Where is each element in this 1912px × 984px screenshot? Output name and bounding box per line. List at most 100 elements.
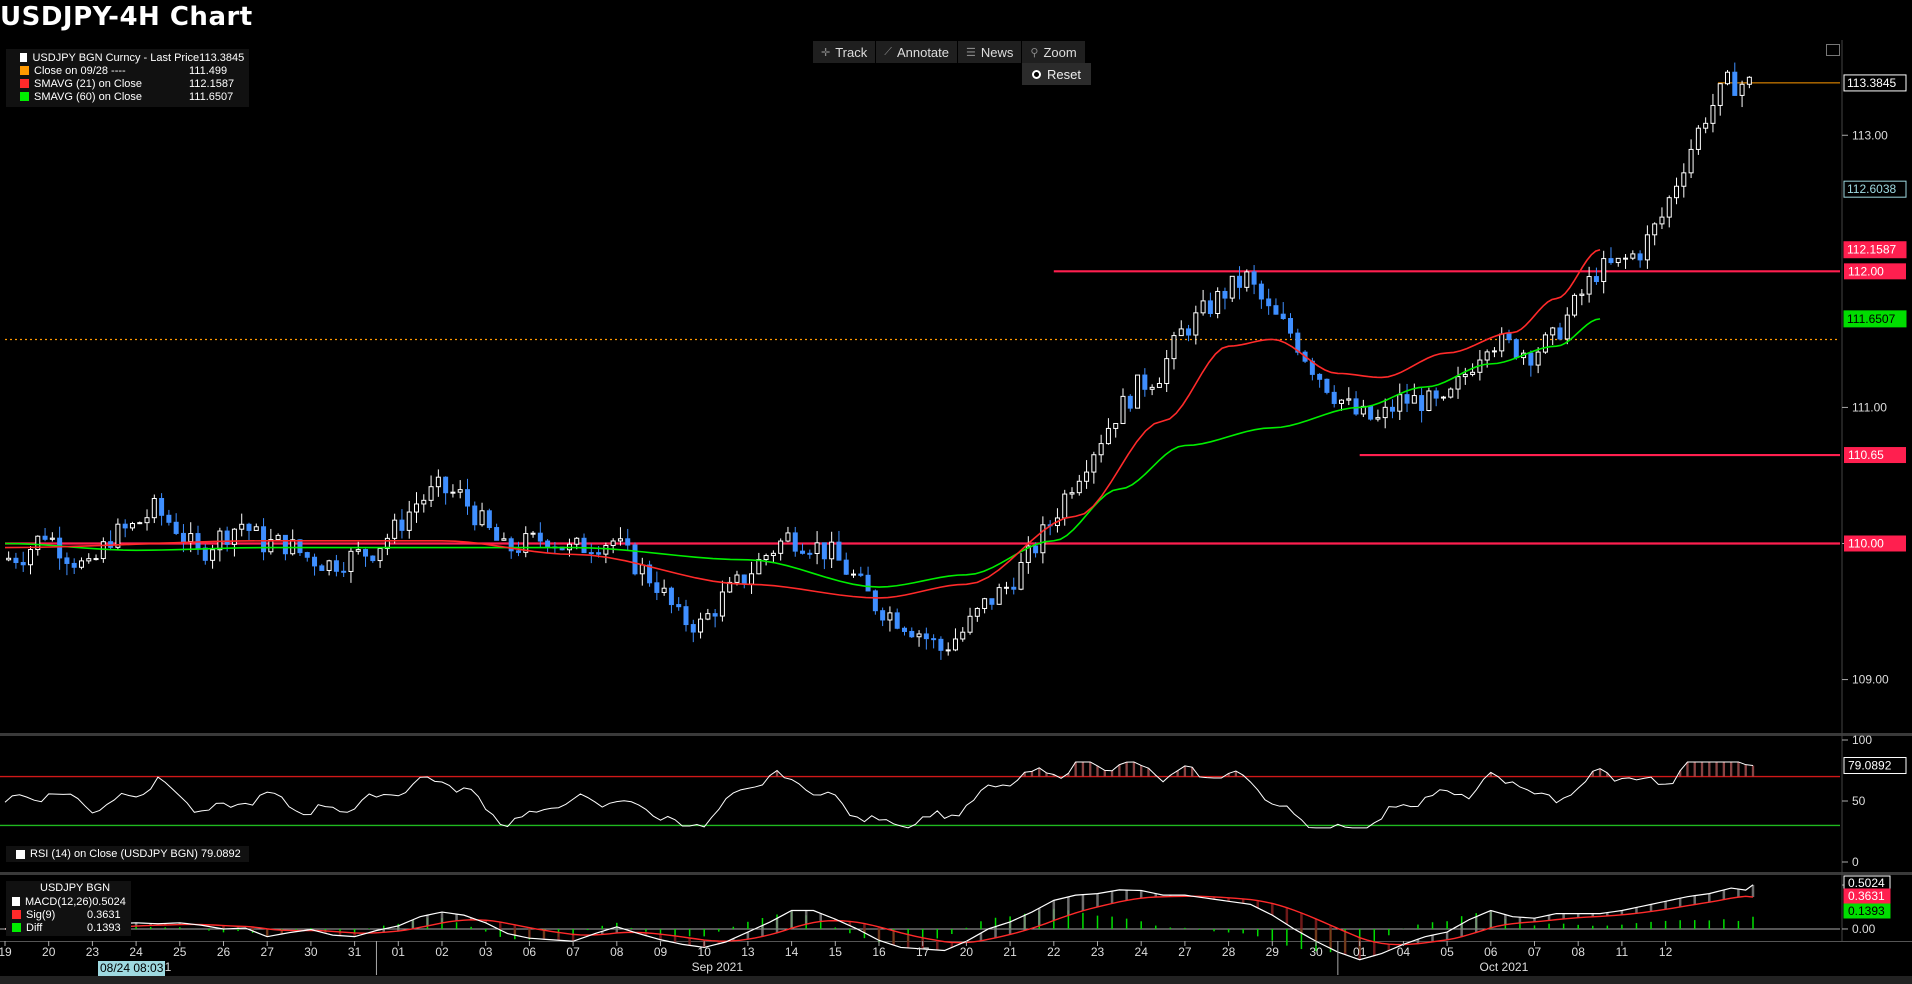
candle-body bbox=[996, 587, 1002, 605]
legend-label: Close on 09/28 ---- bbox=[34, 64, 126, 77]
candle bbox=[763, 553, 769, 566]
candle-body bbox=[217, 530, 223, 551]
scrollbar bbox=[0, 976, 1912, 984]
legend-item[interactable]: Close on 09/28 ---- 111.499 bbox=[6, 64, 249, 77]
candle bbox=[494, 523, 500, 541]
candle bbox=[1739, 80, 1745, 108]
x-tick-label: 24 bbox=[1135, 945, 1149, 959]
candle bbox=[472, 501, 478, 531]
level-tag-label: 112.00 bbox=[1848, 264, 1884, 278]
x-tick-label: 14 bbox=[785, 945, 799, 959]
legend-swatch-sma21 bbox=[20, 79, 29, 88]
rsi-line bbox=[4, 761, 1754, 829]
candle bbox=[1251, 265, 1257, 295]
y-tick-label: 111.00 bbox=[1852, 400, 1887, 414]
candle bbox=[1630, 250, 1636, 261]
candle-body bbox=[938, 638, 944, 651]
candle bbox=[821, 542, 827, 570]
x-tick-label: 20 bbox=[960, 945, 974, 959]
candle bbox=[909, 627, 915, 639]
track-button[interactable]: ✛ Track bbox=[813, 41, 876, 63]
candle-body bbox=[967, 615, 973, 633]
candle-body bbox=[501, 538, 507, 541]
candle-body bbox=[1630, 253, 1636, 259]
x-tick-label: 23 bbox=[1091, 945, 1105, 959]
candle bbox=[64, 552, 70, 576]
candle-body bbox=[1084, 471, 1090, 482]
candle bbox=[545, 539, 551, 553]
zoom-button[interactable]: ⚲ Zoom bbox=[1022, 41, 1085, 63]
candle-body bbox=[421, 499, 427, 505]
candle bbox=[1098, 434, 1104, 463]
legend-item[interactable]: SMAVG (21) on Close 112.1587 bbox=[6, 77, 249, 90]
candle bbox=[239, 513, 245, 537]
candle bbox=[974, 607, 980, 622]
legend-value: 0.1393 bbox=[87, 921, 121, 934]
candle-body bbox=[180, 532, 186, 543]
candle-body bbox=[916, 633, 922, 638]
candle bbox=[1142, 368, 1148, 397]
price-tag-label: 113.3845 bbox=[1847, 76, 1896, 90]
candle-body bbox=[515, 550, 521, 553]
candle-body bbox=[1149, 386, 1155, 390]
candle-body bbox=[355, 549, 361, 552]
panel-menu-icon[interactable] bbox=[1826, 44, 1840, 56]
reset-button[interactable]: Reset bbox=[1022, 63, 1091, 85]
candle-body bbox=[1688, 148, 1694, 174]
candle-body bbox=[1448, 388, 1454, 398]
candle-body bbox=[610, 540, 616, 546]
x-tick-label: 08 bbox=[1572, 945, 1586, 959]
candle-body bbox=[1375, 417, 1381, 420]
candle-body bbox=[202, 547, 208, 561]
legend-item[interactable]: Sig(9) 0.3631 bbox=[6, 908, 131, 921]
candle-body bbox=[1156, 383, 1162, 388]
candle-body bbox=[1142, 374, 1148, 390]
candle bbox=[770, 550, 776, 562]
macd-value-tag bbox=[1843, 903, 1891, 919]
legend-item[interactable]: USDJPY BGN Curncy - Last Price 113.3845 bbox=[6, 51, 249, 64]
candle-body bbox=[945, 649, 951, 652]
x-tick-label: 19 bbox=[0, 945, 12, 959]
x-tick-label: 23 bbox=[86, 945, 100, 959]
level-tag bbox=[1844, 263, 1906, 280]
x-tick-label: 03 bbox=[479, 945, 493, 959]
candle-body bbox=[596, 552, 602, 555]
price-tag-label: 112.6038 bbox=[1847, 182, 1896, 196]
candle-body bbox=[304, 552, 310, 558]
candle-body bbox=[151, 497, 157, 519]
candle bbox=[1652, 222, 1658, 246]
legend-item[interactable]: Diff 0.1393 bbox=[6, 921, 131, 934]
rsi-panel: 0 50 100 79.0892 bbox=[0, 733, 1907, 869]
candle-body bbox=[851, 573, 857, 576]
candle-body bbox=[901, 627, 907, 632]
y-tick-label: 113.00 bbox=[1852, 128, 1888, 142]
reset-icon bbox=[1032, 69, 1041, 79]
legend-item[interactable]: SMAVG (60) on Close 111.6507 bbox=[6, 90, 249, 103]
candle-body bbox=[1426, 390, 1432, 412]
candle-body bbox=[1346, 398, 1352, 401]
candle bbox=[122, 519, 128, 538]
candle bbox=[705, 608, 711, 621]
candle-body bbox=[1484, 351, 1490, 361]
candle-body bbox=[1579, 293, 1585, 296]
candle-body bbox=[282, 534, 288, 555]
candle bbox=[49, 532, 55, 542]
candle bbox=[938, 636, 944, 660]
legend-label: USDJPY BGN Curncy - Last Price bbox=[32, 51, 200, 64]
candle bbox=[406, 500, 412, 539]
rsi-label: RSI (14) on Close (USDJPY BGN) bbox=[30, 848, 198, 860]
candle-body bbox=[1076, 480, 1082, 494]
candle-body bbox=[734, 574, 740, 583]
candle-body bbox=[865, 574, 871, 592]
candle-body bbox=[632, 544, 638, 575]
candle bbox=[137, 521, 143, 525]
candle-body bbox=[486, 510, 492, 529]
panel-divider bbox=[0, 872, 1912, 875]
candle bbox=[727, 577, 733, 594]
candle-body bbox=[261, 526, 267, 553]
legend-item[interactable]: MACD(12,26) 0.5024 bbox=[6, 895, 131, 908]
candle bbox=[996, 583, 1002, 605]
annotate-button[interactable]: ⟋ Annotate bbox=[876, 41, 957, 63]
candle-body bbox=[807, 552, 813, 555]
news-button[interactable]: ☰ News bbox=[958, 41, 1022, 63]
